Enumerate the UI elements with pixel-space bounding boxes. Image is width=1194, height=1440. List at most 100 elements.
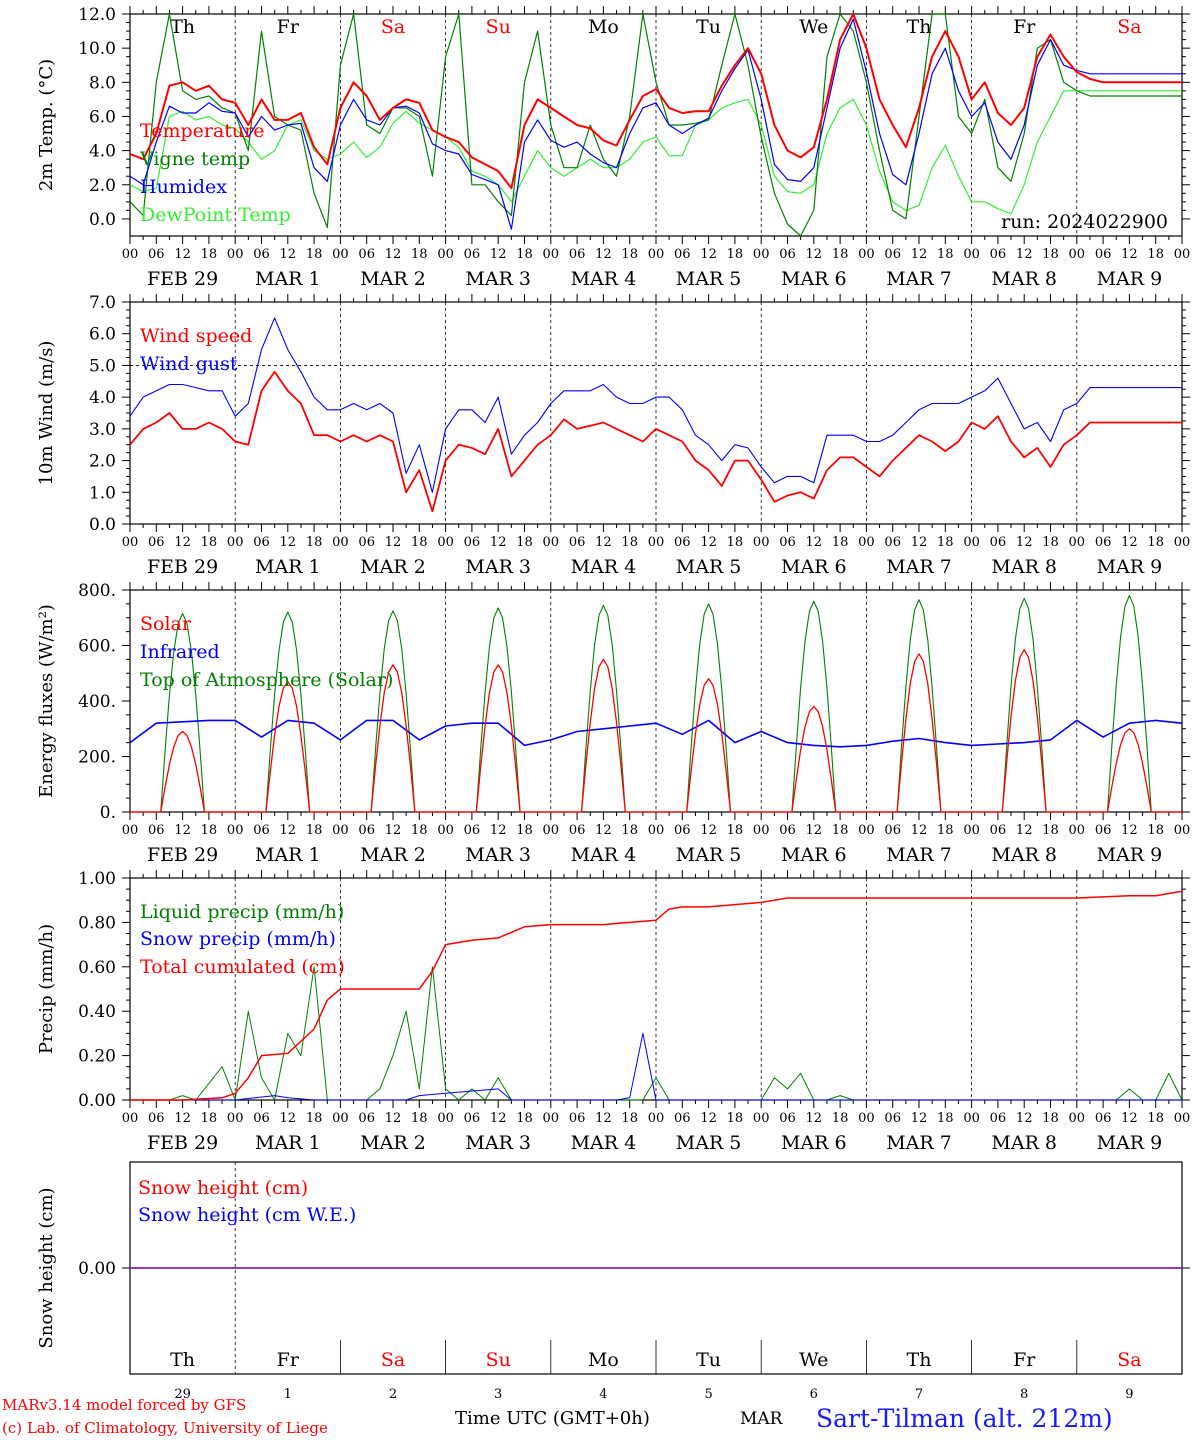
y-tick-label: 0.0 xyxy=(89,515,116,535)
series-line-wind-gust xyxy=(129,317,1182,493)
y-tick-label: 3.0 xyxy=(89,420,116,440)
y-tick-label: 800. xyxy=(78,581,116,601)
hour-label: 00 xyxy=(437,535,454,550)
date-label: MAR 9 xyxy=(1097,1132,1163,1154)
hour-label: 06 xyxy=(779,1111,796,1126)
hour-label: 06 xyxy=(674,535,691,550)
date-label: FEB 29 xyxy=(147,268,218,290)
day-number-label: 9 xyxy=(1125,1387,1133,1402)
hour-label: 00 xyxy=(648,823,665,838)
legend-entry: Vigne temp xyxy=(139,148,250,170)
date-label: MAR 4 xyxy=(571,268,637,290)
date-label: MAR 5 xyxy=(676,1132,742,1154)
hour-label: 12 xyxy=(700,823,717,838)
hour-label: 18 xyxy=(832,823,849,838)
y-axis-label: Snow height (cm) xyxy=(36,1187,57,1348)
hour-label: 18 xyxy=(201,823,218,838)
date-label: MAR 4 xyxy=(571,556,637,578)
hour-label: 06 xyxy=(569,1111,586,1126)
y-tick-label: 2.0 xyxy=(89,176,116,196)
day-number-label: 8 xyxy=(1020,1387,1028,1402)
hour-label: 06 xyxy=(884,1111,901,1126)
hour-label: 00 xyxy=(1174,823,1191,838)
hour-label: 18 xyxy=(727,535,744,550)
hour-label: 12 xyxy=(1121,535,1138,550)
day-number-label: 29 xyxy=(174,1387,191,1402)
y-tick-label: 10.0 xyxy=(78,39,116,59)
time-axis-label: Time UTC (GMT+0h) xyxy=(455,1408,650,1429)
date-label: MAR 9 xyxy=(1097,268,1163,290)
date-label: MAR 8 xyxy=(991,556,1057,578)
legend-entry: Infrared xyxy=(140,641,220,663)
weekday-label: Th xyxy=(170,1349,195,1371)
date-label: MAR 5 xyxy=(676,844,742,866)
hour-label: 06 xyxy=(990,247,1007,262)
weekday-label: Sa xyxy=(1117,16,1141,38)
hour-label: 06 xyxy=(779,823,796,838)
hour-label: 06 xyxy=(1095,247,1112,262)
y-tick-label: 0.20 xyxy=(78,1047,116,1067)
weekday-label: Fr xyxy=(277,16,300,38)
hour-label: 18 xyxy=(411,823,428,838)
legend-entry: Solar xyxy=(140,613,192,635)
hour-label: 06 xyxy=(464,247,481,262)
hour-label: 12 xyxy=(490,823,507,838)
hour-label: 00 xyxy=(1174,1111,1191,1126)
hour-label: 00 xyxy=(963,535,980,550)
hour-label: 12 xyxy=(806,535,823,550)
weekday-label: Tu xyxy=(696,1349,721,1371)
hour-label: 18 xyxy=(1042,535,1059,550)
date-label: FEB 29 xyxy=(147,844,218,866)
hour-label: 12 xyxy=(385,1111,402,1126)
y-tick-label: 0.0 xyxy=(89,210,116,230)
hour-label: 00 xyxy=(648,535,665,550)
date-label: MAR 8 xyxy=(991,1132,1057,1154)
hour-label: 00 xyxy=(1069,823,1086,838)
hour-label: 12 xyxy=(490,247,507,262)
weekday-label: Tu xyxy=(696,16,721,38)
hour-label: 18 xyxy=(201,535,218,550)
hour-label: 00 xyxy=(227,535,244,550)
hour-label: 12 xyxy=(1121,247,1138,262)
y-tick-label: 400. xyxy=(78,692,116,712)
hour-label: 00 xyxy=(648,1111,665,1126)
hour-label: 00 xyxy=(437,247,454,262)
hour-label: 18 xyxy=(201,247,218,262)
hour-label: 06 xyxy=(1095,535,1112,550)
hour-label: 00 xyxy=(858,823,875,838)
hour-label: 12 xyxy=(911,1111,928,1126)
hour-label: 06 xyxy=(674,823,691,838)
weekday-label: We xyxy=(799,1349,828,1371)
hour-label: 12 xyxy=(595,1111,612,1126)
hour-label: 18 xyxy=(306,535,323,550)
hour-label: 06 xyxy=(148,1111,165,1126)
weekday-label: Sa xyxy=(1117,1349,1141,1371)
weekday-label: Sa xyxy=(381,1349,405,1371)
hour-label: 12 xyxy=(595,823,612,838)
legend-entry: Top of Atmosphere (Solar) xyxy=(140,669,393,691)
weekday-label: Mo xyxy=(588,16,619,38)
hour-label: 06 xyxy=(148,247,165,262)
date-label: MAR 8 xyxy=(991,268,1057,290)
date-label: MAR 8 xyxy=(991,844,1057,866)
series-line-infrared xyxy=(129,719,1183,748)
hour-label: 18 xyxy=(1147,1111,1164,1126)
hour-label: 18 xyxy=(1147,247,1164,262)
day-number-label: 4 xyxy=(599,1387,607,1402)
date-label: FEB 29 xyxy=(147,556,218,578)
hour-label: 18 xyxy=(621,823,638,838)
hour-label: 06 xyxy=(779,535,796,550)
hour-label: 18 xyxy=(516,535,533,550)
y-tick-label: 4.0 xyxy=(89,142,116,162)
hour-label: 00 xyxy=(753,535,770,550)
date-label: MAR 2 xyxy=(360,268,426,290)
hour-label: 06 xyxy=(569,247,586,262)
hour-label: 06 xyxy=(569,823,586,838)
y-tick-label: 0.60 xyxy=(78,958,116,978)
hour-label: 18 xyxy=(516,823,533,838)
weekday-label: Th xyxy=(907,16,932,38)
hour-label: 06 xyxy=(148,823,165,838)
legend-entry: Snow precip (mm/h) xyxy=(140,928,336,950)
hour-label: 18 xyxy=(621,535,638,550)
hour-label: 12 xyxy=(490,1111,507,1126)
